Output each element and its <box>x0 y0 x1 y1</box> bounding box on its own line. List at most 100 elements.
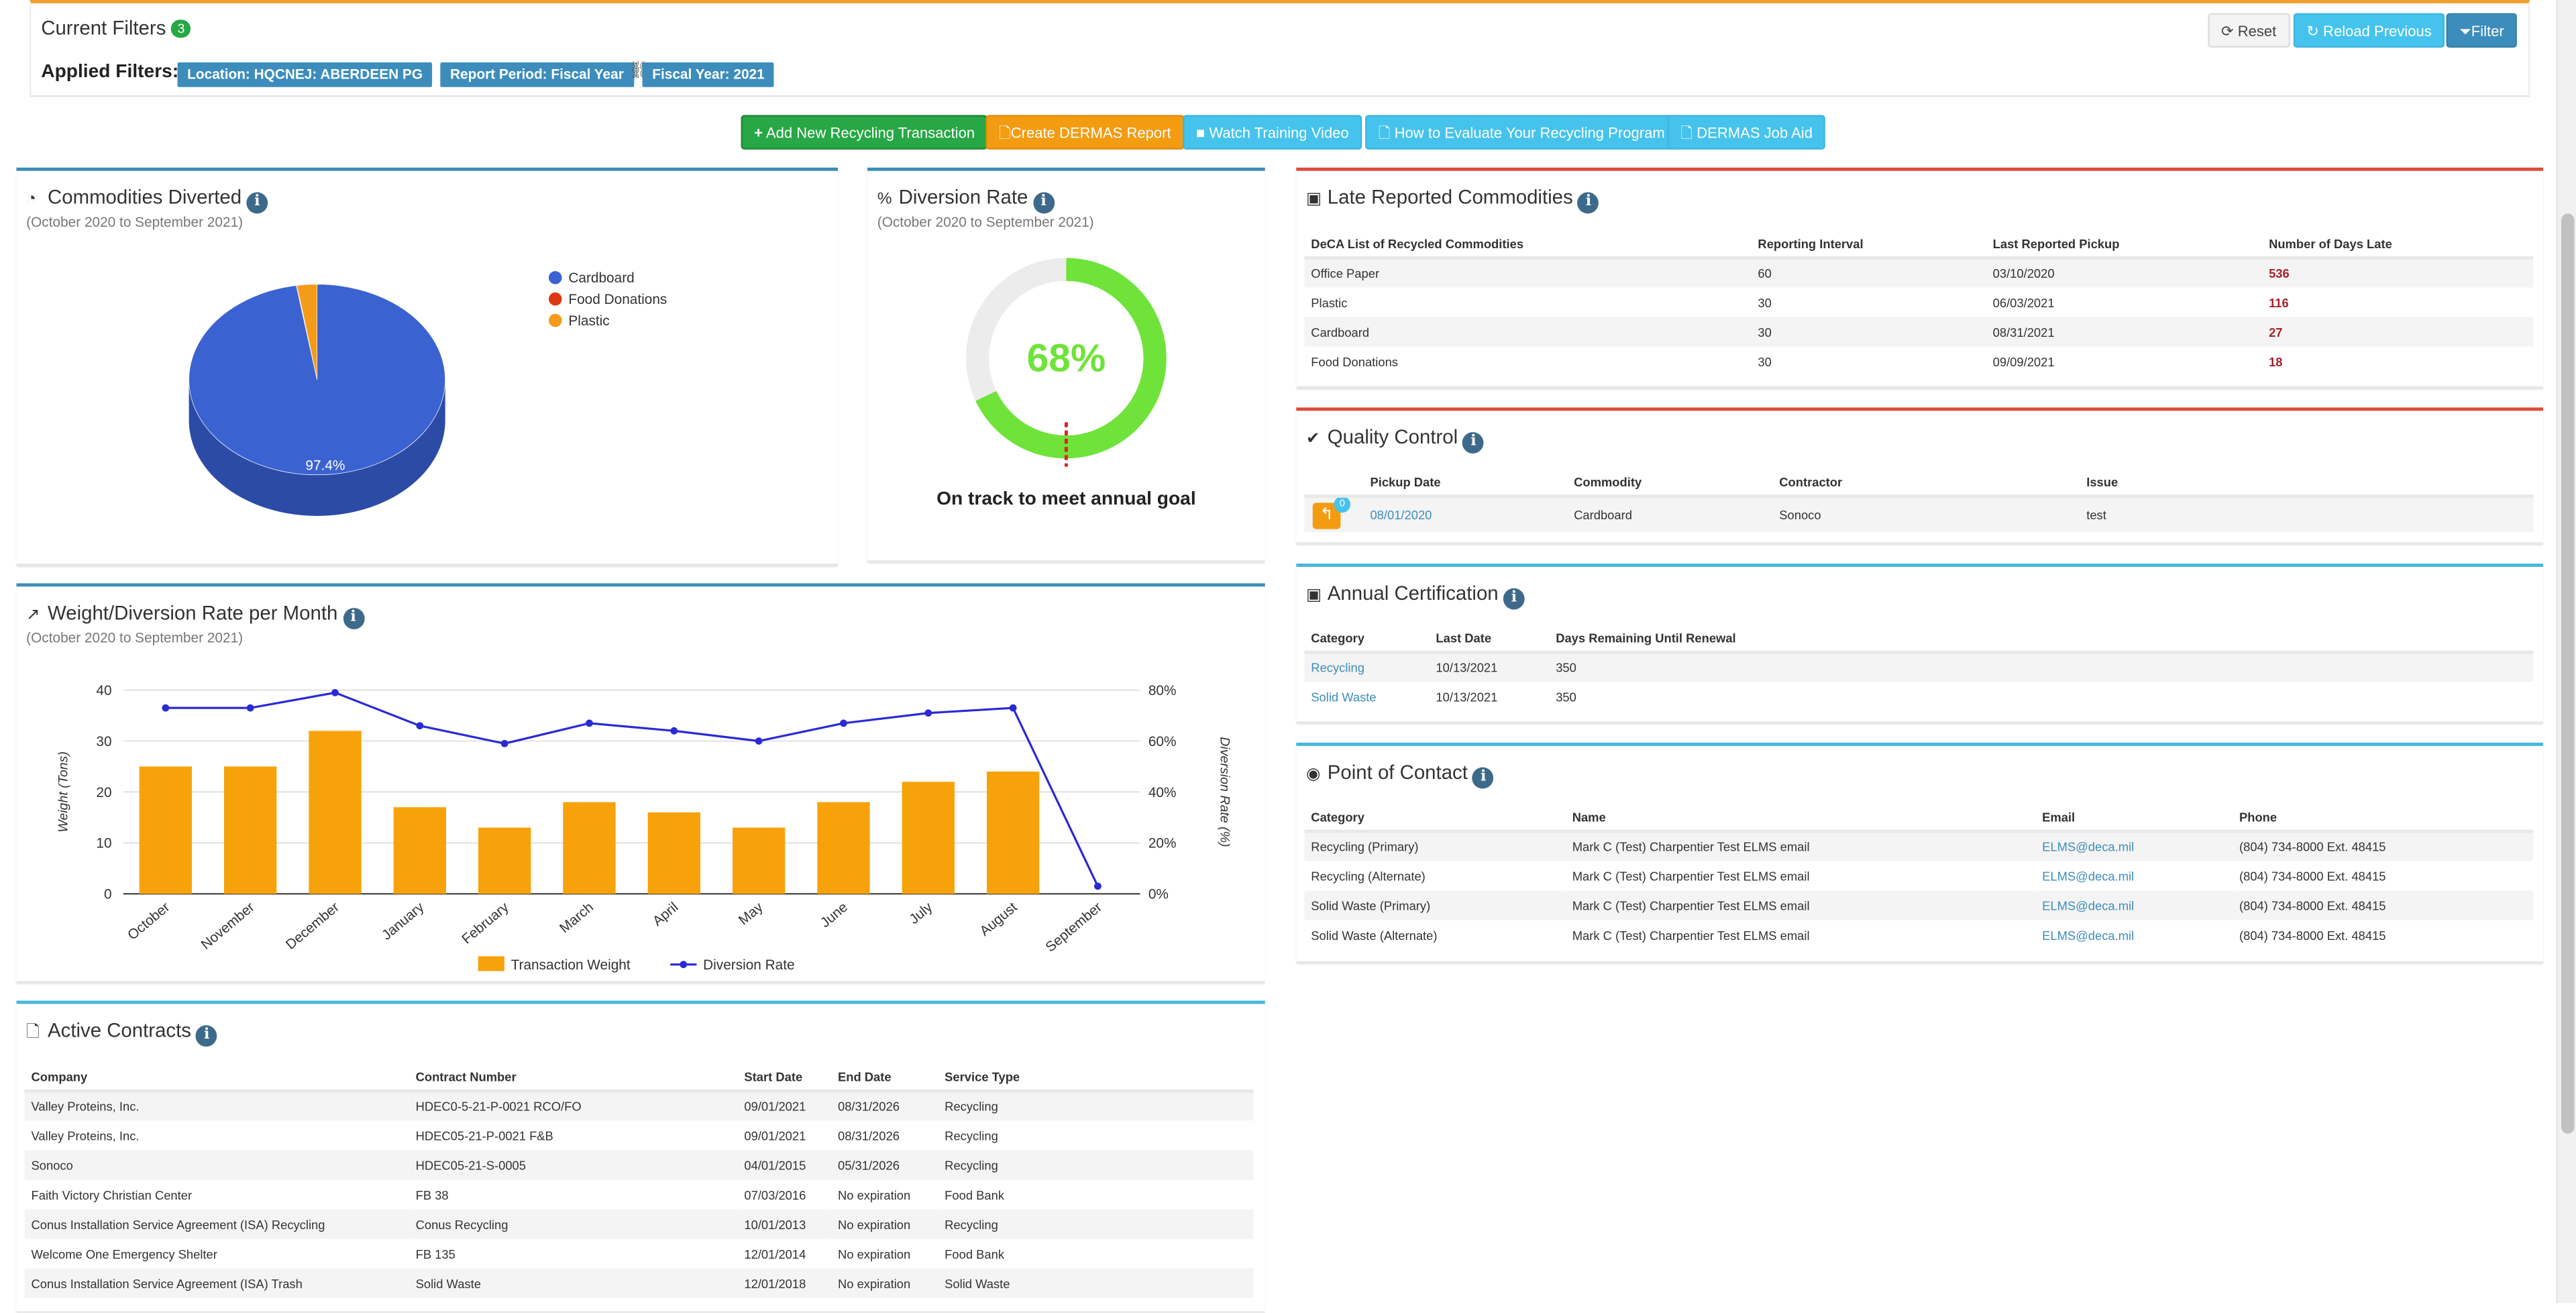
x-tick-label: October <box>125 899 173 943</box>
bar-october <box>139 766 193 894</box>
cell: 10/13/2021 <box>1436 689 1498 704</box>
email-link[interactable]: ELMS@deca.mil <box>2042 927 2135 943</box>
diversion-status: On track to meet annual goal <box>936 489 1196 510</box>
calendar-icon: ▣ <box>1305 191 1322 209</box>
commodities-title: ◔ Commodities Diverted i <box>26 186 268 214</box>
annual-title: ▣ Annual Certification i <box>1306 582 1525 610</box>
col-header: Name <box>1565 803 2036 833</box>
filter-button[interactable]: ⏷Filter <box>2446 13 2518 48</box>
legend-item[interactable]: Plastic <box>548 312 667 333</box>
diversion-point-april <box>670 727 678 735</box>
cell: Food Bank <box>945 1187 1005 1202</box>
x-tick-label: March <box>557 900 596 937</box>
filter-chip-report-period[interactable]: Report Period: Fiscal Year <box>440 62 634 87</box>
reset-button[interactable]: ⟳ Reset <box>2208 13 2290 48</box>
qc-table: Pickup Date Commodity Contractor Issue ↰… <box>1304 468 2534 533</box>
info-icon[interactable]: i <box>342 608 364 629</box>
annual-title-text: Annual Certification <box>1327 581 1499 605</box>
info-icon[interactable]: i <box>1462 432 1485 454</box>
y2-tick-label: 40% <box>1148 785 1177 800</box>
pickup-date-link[interactable]: 08/01/2020 <box>1363 496 1568 533</box>
info-icon[interactable]: i <box>1472 767 1495 789</box>
page-scrollbar[interactable] <box>2556 0 2576 1304</box>
category-link[interactable]: Recycling <box>1304 652 1430 682</box>
reload-previous-button[interactable]: ↻ Reload Previous <box>2293 13 2445 48</box>
days-late: 27 <box>2262 317 2534 347</box>
cell: 09/09/2021 <box>1992 354 2055 369</box>
legend-label: Cardboard <box>568 269 635 286</box>
y2-tick-label: 60% <box>1148 734 1177 749</box>
cell: 12/01/2018 <box>737 1268 832 1298</box>
poc-title: ◉ Point of Contact i <box>1306 761 1495 789</box>
refresh-icon: ⟳ <box>2221 23 2234 40</box>
bar-april <box>647 812 700 894</box>
cell: Recycling <box>938 1209 1254 1239</box>
cell <box>1853 682 2533 711</box>
create-dermas-report-button[interactable]: 🗋Create DERMAS Report <box>985 115 1185 150</box>
email-link[interactable]: ELMS@deca.mil <box>2042 868 2135 884</box>
evaluate-recycling-button[interactable]: 🗋 How to Evaluate Your Recycling Program <box>1365 115 1678 150</box>
col-header: Commodity <box>1567 468 1773 498</box>
cell: Conus Installation Service Agreement (IS… <box>24 1268 409 1298</box>
cell: 30 <box>1758 354 1772 369</box>
diversion-point-january <box>416 722 424 730</box>
info-icon[interactable]: i <box>1032 192 1055 214</box>
cell: 10/01/2013 <box>737 1209 832 1239</box>
cell: 08/31/2021 <box>1986 317 2263 347</box>
active-contracts-panel: 🗋 Active Contracts i Company Contract Numb… <box>16 1000 1265 1313</box>
bar-june <box>817 802 870 894</box>
diversion-point-may <box>755 737 763 745</box>
add-recycling-transaction-button[interactable]: + Add New Recycling Transaction <box>741 115 988 150</box>
cell: Cardboard <box>1567 496 1773 533</box>
email-link[interactable]: ELMS@deca.mil <box>2035 890 2233 921</box>
table-row: Office Paper 60 03/10/2020 536 <box>1304 258 2534 288</box>
reply-icon[interactable]: ↰ <box>1312 503 1341 529</box>
dermas-job-aid-button[interactable]: 🗋 DERMAS Job Aid <box>1667 115 1826 150</box>
y-tick-label: 40 <box>96 683 111 698</box>
col-header: Last Reported Pickup <box>1986 229 2263 260</box>
legend-item[interactable]: Cardboard <box>548 269 667 291</box>
cell: 12/01/2014 <box>744 1246 806 1261</box>
cell: Food Bank <box>945 1246 1005 1261</box>
legend-item[interactable]: Food Donations <box>548 291 667 312</box>
filter-chip-fiscal-year[interactable]: Fiscal Year: 2021 <box>642 62 775 87</box>
cell: 30 <box>1751 317 1986 347</box>
pie-legend: Cardboard Food Donations Plastic <box>548 269 667 334</box>
funnel-icon: ⏷ <box>2459 23 2471 40</box>
legend-label: Food Donations <box>568 291 667 307</box>
diversion-point-november <box>246 704 254 712</box>
percent-icon: % <box>877 191 892 209</box>
filter-chip-location[interactable]: Location: HQCNEJ: ABERDEEN PG <box>177 62 433 87</box>
cell: (804) 734-8000 Ext. 48415 <box>2233 831 2534 861</box>
diversion-point-august <box>1009 704 1017 712</box>
info-icon[interactable]: i <box>196 1025 218 1047</box>
bar-december <box>309 731 362 894</box>
cell: 08/31/2026 <box>831 1091 938 1121</box>
y-axis-label: Weight (Tons) <box>56 751 70 833</box>
info-icon[interactable]: i <box>1578 192 1599 214</box>
diversion-rate-panel: % Diversion Rate i (October 2020 to Septem… <box>867 167 1265 562</box>
bar-february <box>478 827 531 894</box>
diversion-title-text: Diversion Rate <box>898 185 1028 209</box>
diversion-gauge: 68% <box>966 258 1167 467</box>
add-label: Add New Recycling Transaction <box>765 125 975 142</box>
current-filters-label: Current Filters <box>41 16 166 40</box>
cell: 350 <box>1549 652 1854 682</box>
info-icon[interactable]: i <box>1503 588 1525 610</box>
weight-diversion-chart: 0 10 20 30 40 0% 20% 40% 60% 80% Weight (Tons) Dive… <box>56 683 1232 973</box>
watch-training-video-button[interactable]: ■ Watch Training Video <box>1183 115 1362 150</box>
email-link[interactable]: ELMS@deca.mil <box>2035 831 2233 861</box>
cell: 09/01/2021 <box>744 1128 806 1143</box>
cell: test <box>2080 496 2534 533</box>
scrollbar-thumb[interactable] <box>2561 213 2575 1134</box>
table-row: Faith Victory Christian Center FB 38 07/03… <box>25 1179 1254 1209</box>
cell: Conus Installation Service Agreement (IS… <box>24 1209 409 1239</box>
info-icon[interactable]: i <box>246 192 268 214</box>
category-link[interactable]: Solid Waste <box>1311 689 1377 704</box>
late-reported-panel: ▣ Late Reported Commodities i DeCA List of… <box>1296 167 2544 388</box>
cell: No expiration <box>831 1268 938 1298</box>
table-row: Valley Proteins, Inc. HDEC05-21-P-0021 F&… <box>25 1120 1254 1150</box>
jobaid-label: DERMAS Job Aid <box>1697 125 1813 142</box>
late-title-text: Late Reported Commodities <box>1327 185 1573 209</box>
table-row: ↰ 0 08/01/2020 Cardboard Sonoco test <box>1304 496 2534 533</box>
